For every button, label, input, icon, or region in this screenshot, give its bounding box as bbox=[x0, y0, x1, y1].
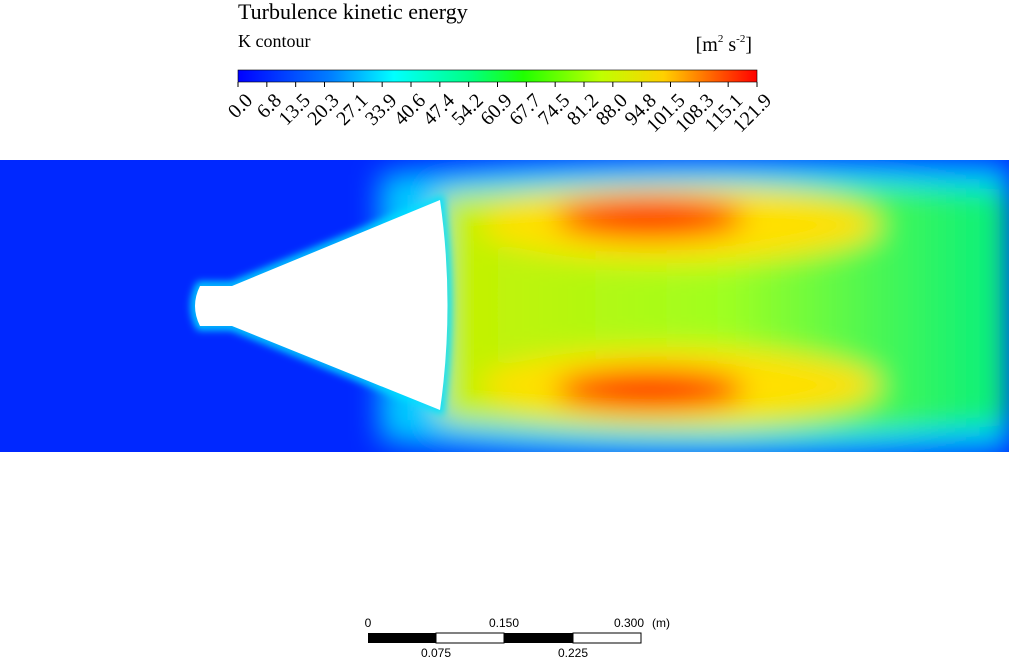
unit-part: s bbox=[728, 34, 736, 56]
scale-label: 0.150 bbox=[489, 616, 519, 630]
unit-part: -2 bbox=[736, 33, 745, 45]
scale-label: 0.225 bbox=[558, 646, 588, 658]
legend-title: Turbulence kinetic energy bbox=[238, 0, 468, 24]
scale-label: 0 bbox=[365, 616, 372, 630]
colorbar bbox=[237, 69, 758, 83]
scale-bar: 0 0.150 0.300 (m) 0.075 0.225 bbox=[365, 616, 670, 658]
body bbox=[195, 200, 448, 410]
unit-part: 2 bbox=[718, 33, 724, 45]
unit-part: m bbox=[702, 34, 718, 56]
colorbar-label: 0.0 bbox=[224, 90, 257, 123]
scale-unit: (m) bbox=[652, 616, 670, 630]
legend-subtitle: K contour bbox=[238, 31, 310, 51]
unit: [m2 s-2] bbox=[696, 33, 752, 56]
contour-field bbox=[0, 160, 1009, 452]
scale-label: 0.300 bbox=[614, 616, 644, 630]
scale-label: 0.075 bbox=[421, 646, 451, 658]
